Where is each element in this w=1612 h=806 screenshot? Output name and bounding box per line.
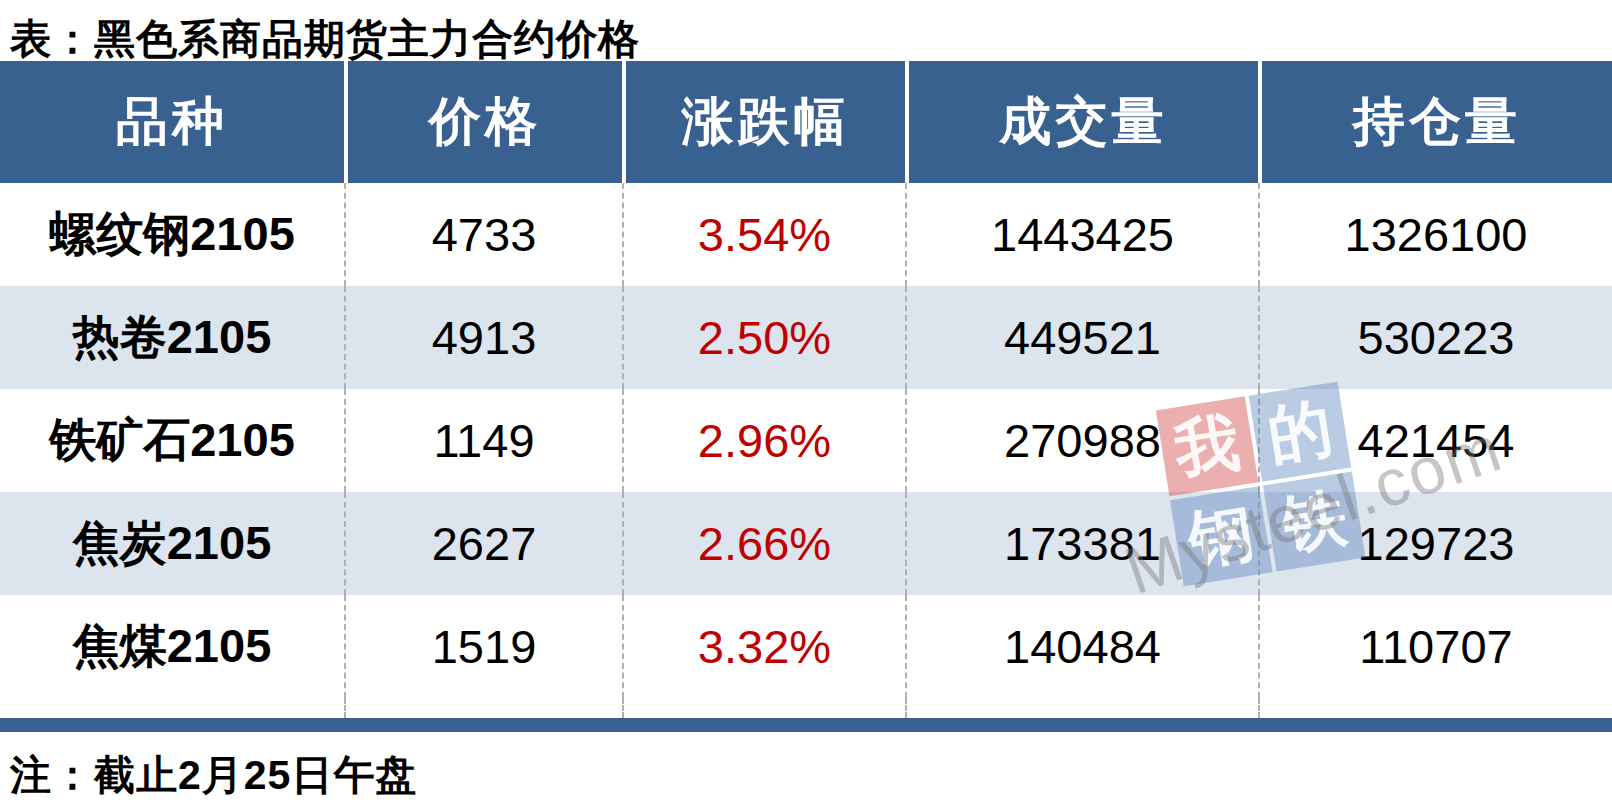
table-footer-gap — [0, 698, 1612, 718]
table-row: 焦炭2105 2627 2.66% 173381 129723 — [0, 492, 1612, 595]
header-variety: 品种 — [0, 61, 344, 183]
table-row: 铁矿石2105 1149 2.96% 270988 421454 — [0, 389, 1612, 492]
cell-volume: 1443425 — [905, 183, 1258, 286]
cell-change: 2.66% — [622, 492, 905, 595]
cell-open-interest: 129723 — [1258, 492, 1612, 595]
cell-open-interest: 110707 — [1258, 595, 1612, 698]
cell-variety: 螺纹钢2105 — [0, 183, 344, 286]
cell-variety: 焦炭2105 — [0, 492, 344, 595]
cell-price: 1519 — [344, 595, 622, 698]
futures-price-table: 品种 价格 涨跌幅 成交量 持仓量 螺纹钢2105 4733 3.54% 144… — [0, 61, 1612, 718]
table-row: 焦煤2105 1519 3.32% 140484 110707 — [0, 595, 1612, 698]
cell-volume: 449521 — [905, 286, 1258, 389]
cell-price: 2627 — [344, 492, 622, 595]
cell-change: 2.96% — [622, 389, 905, 492]
header-price: 价格 — [344, 61, 622, 183]
table-header-row: 品种 价格 涨跌幅 成交量 持仓量 — [0, 61, 1612, 183]
cell-open-interest: 421454 — [1258, 389, 1612, 492]
cell-volume: 173381 — [905, 492, 1258, 595]
cell-open-interest: 530223 — [1258, 286, 1612, 389]
cell-volume: 140484 — [905, 595, 1258, 698]
page-title: 表：黑色系商品期货主力合约价格 — [0, 0, 1612, 61]
cell-price: 1149 — [344, 389, 622, 492]
header-open-interest: 持仓量 — [1258, 61, 1612, 183]
cell-price: 4733 — [344, 183, 622, 286]
header-change: 涨跌幅 — [622, 61, 905, 183]
cell-price: 4913 — [344, 286, 622, 389]
table-row: 螺纹钢2105 4733 3.54% 1443425 1326100 — [0, 183, 1612, 286]
cell-variety: 热卷2105 — [0, 286, 344, 389]
table-row: 热卷2105 4913 2.50% 449521 530223 — [0, 286, 1612, 389]
cell-open-interest: 1326100 — [1258, 183, 1612, 286]
cell-change: 3.54% — [622, 183, 905, 286]
cell-variety: 焦煤2105 — [0, 595, 344, 698]
bottom-divider-bar — [0, 718, 1612, 732]
header-volume: 成交量 — [905, 61, 1258, 183]
footnote: 注：截止2月25日午盘 — [0, 732, 1612, 803]
cell-change: 2.50% — [622, 286, 905, 389]
cell-change: 3.32% — [622, 595, 905, 698]
cell-volume: 270988 — [905, 389, 1258, 492]
cell-variety: 铁矿石2105 — [0, 389, 344, 492]
